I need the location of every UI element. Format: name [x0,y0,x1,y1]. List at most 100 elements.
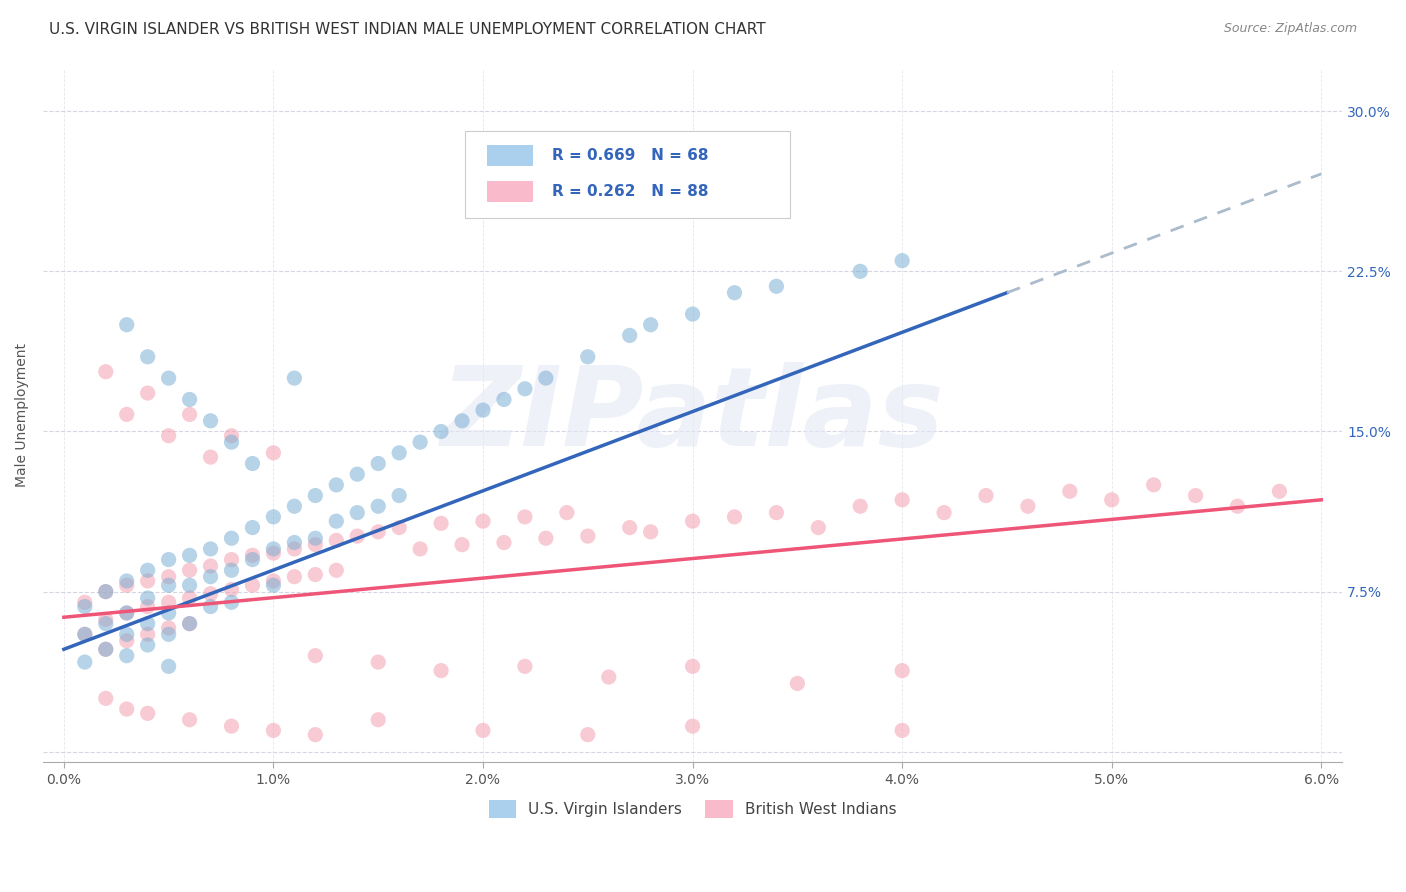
Point [346,506,368,520]
Point [576,350,599,364]
Point [891,492,914,507]
Point [1226,500,1249,514]
Point [94,612,117,626]
Point [367,500,389,514]
Point [136,563,159,577]
Point [221,719,243,733]
Point [325,514,347,528]
Point [115,627,138,641]
Point [157,621,180,635]
Point [262,574,284,588]
Point [179,713,201,727]
Point [136,574,159,588]
FancyBboxPatch shape [465,131,790,218]
Point [891,664,914,678]
Point [682,514,704,528]
Point [73,627,96,641]
Point [1143,478,1166,492]
Point [73,627,96,641]
Point [136,591,159,605]
Point [157,606,180,620]
Point [242,457,264,471]
Point [849,500,872,514]
FancyBboxPatch shape [488,181,533,202]
Point [367,713,389,727]
Point [157,595,180,609]
Point [242,578,264,592]
Point [723,285,745,300]
Point [1017,500,1039,514]
Point [388,489,411,503]
Point [346,467,368,482]
Point [451,538,474,552]
Point [157,659,180,673]
Point [325,533,347,548]
Point [1101,492,1123,507]
Point [513,509,536,524]
Point [242,520,264,534]
Point [304,538,326,552]
Text: R = 0.262   N = 88: R = 0.262 N = 88 [553,184,709,199]
Point [534,531,557,545]
Point [430,664,453,678]
Point [157,578,180,592]
Point [262,509,284,524]
Point [765,279,787,293]
Text: ZIPatlas: ZIPatlas [440,362,945,469]
Point [619,520,641,534]
Point [492,535,515,549]
Point [115,318,138,332]
Point [179,578,201,592]
Point [136,638,159,652]
FancyBboxPatch shape [488,145,533,166]
Point [974,489,997,503]
Point [221,595,243,609]
Point [242,549,264,563]
Point [1059,484,1081,499]
Point [472,514,495,528]
Point [115,574,138,588]
Point [576,529,599,543]
Point [1268,484,1291,499]
Point [367,457,389,471]
Point [115,648,138,663]
Point [115,408,138,422]
Point [94,584,117,599]
Point [682,307,704,321]
Point [136,350,159,364]
Point [157,552,180,566]
Point [283,570,305,584]
Point [200,570,222,584]
Point [325,563,347,577]
Point [430,516,453,531]
Point [283,535,305,549]
Point [682,659,704,673]
Point [115,702,138,716]
Point [304,489,326,503]
Point [221,531,243,545]
Point [157,570,180,584]
Point [94,616,117,631]
Point [115,606,138,620]
Point [765,506,787,520]
Point [200,587,222,601]
Point [513,382,536,396]
Point [304,648,326,663]
Point [682,719,704,733]
Point [200,414,222,428]
Point [472,723,495,738]
Point [179,591,201,605]
Point [136,627,159,641]
Point [94,365,117,379]
Legend: U.S. Virgin Islanders, British West Indians: U.S. Virgin Islanders, British West Indi… [482,794,903,824]
Point [94,691,117,706]
Point [388,520,411,534]
Point [115,633,138,648]
Point [891,253,914,268]
Point [1184,489,1206,503]
Point [534,371,557,385]
Point [283,500,305,514]
Point [200,559,222,574]
Point [136,706,159,721]
Point [723,509,745,524]
